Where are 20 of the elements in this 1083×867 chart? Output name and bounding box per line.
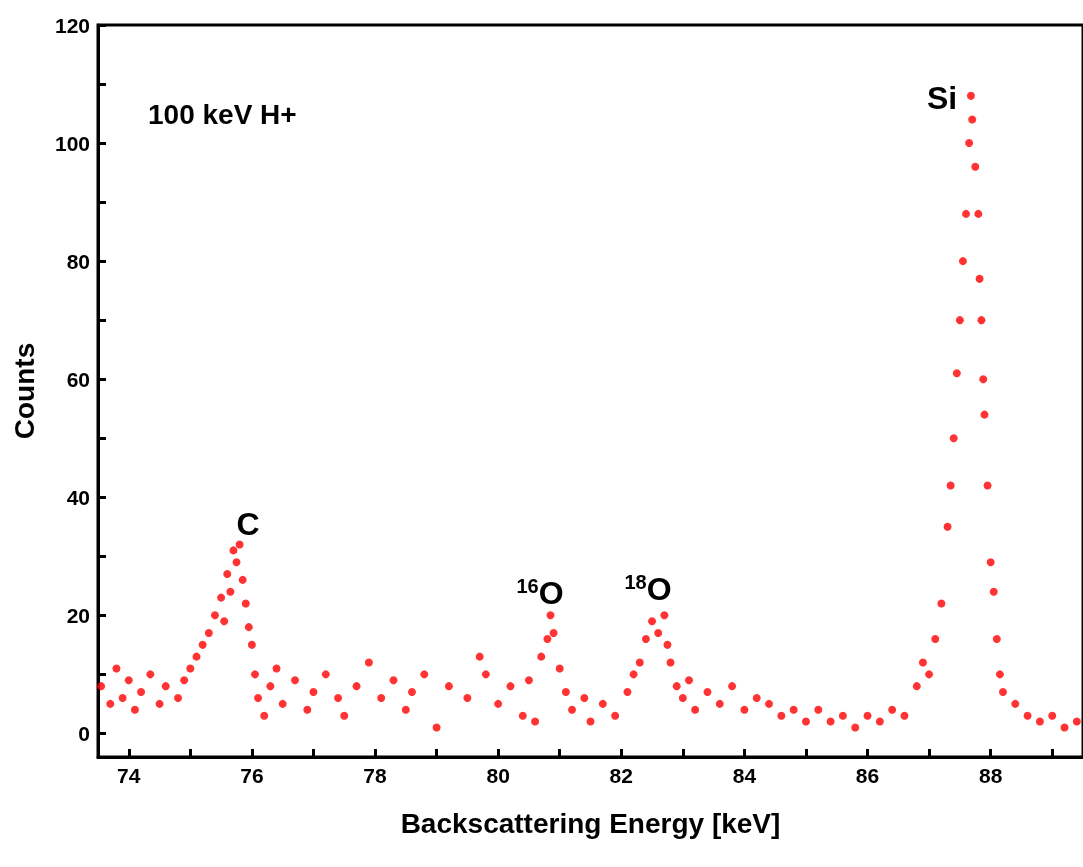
x-tick-label: 76	[240, 764, 264, 787]
x-axis-title: Backscattering Energy [keV]	[400, 807, 781, 839]
annotation: 100 keV H+	[148, 98, 297, 130]
y-tick-label: 40	[66, 485, 90, 509]
y-tick-label: 80	[66, 249, 90, 273]
x-tick-label: 82	[609, 764, 633, 787]
annotation: Si	[926, 80, 958, 116]
x-tick-label: 88	[978, 764, 1003, 787]
x-tick-label: 80	[486, 764, 510, 787]
x-tick-label: 74	[117, 764, 141, 787]
y-axis-title: Counts	[8, 342, 40, 440]
y-tick-label: 20	[66, 603, 90, 627]
x-tick-label: 84	[732, 764, 757, 787]
y-tick-label: 0	[78, 721, 90, 745]
x-tick-label: 78	[363, 764, 388, 787]
y-tick-label: 120	[54, 13, 90, 37]
y-tick-label: 100	[54, 131, 90, 155]
annotation: C	[236, 506, 260, 542]
y-tick-label: 60	[66, 367, 90, 391]
x-tick-label: 86	[855, 764, 880, 787]
